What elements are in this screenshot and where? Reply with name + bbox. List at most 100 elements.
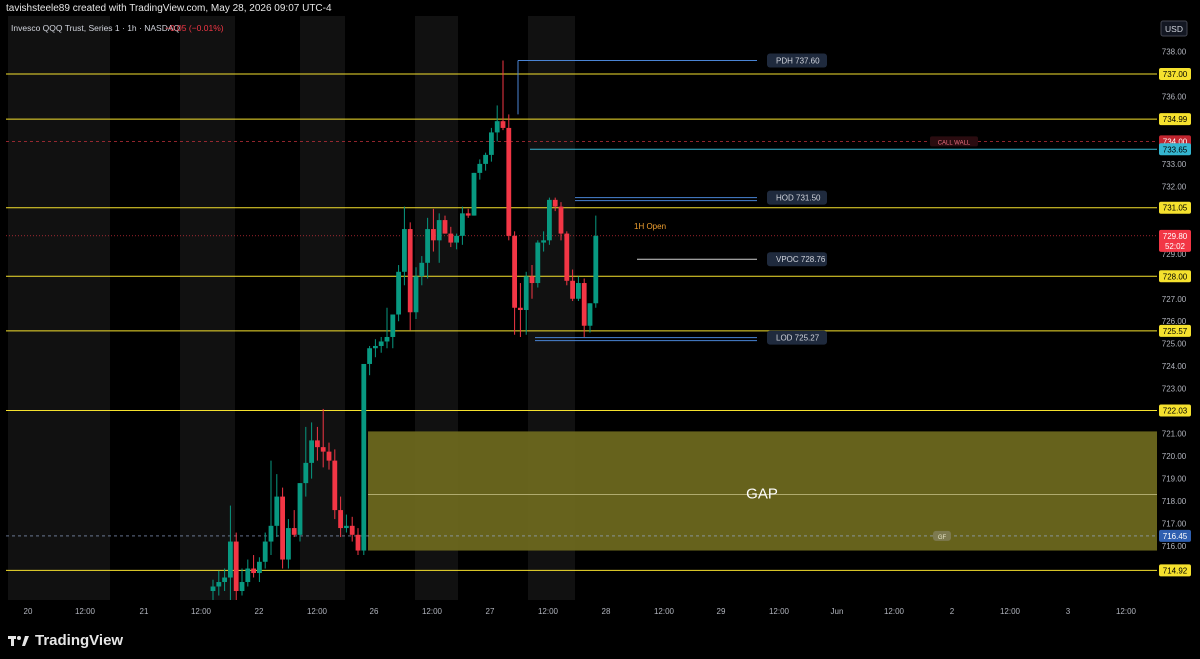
- time-tick-label: Jun: [831, 607, 844, 616]
- candle-body: [523, 276, 529, 311]
- price-tick-label: 736.00: [1162, 92, 1187, 101]
- price-chart[interactable]: GAP CALL WALL GF PDH 737.60 HOD 731.50 LOD …: [0, 16, 1200, 621]
- gf-tag: [933, 530, 951, 541]
- candle-body: [465, 213, 471, 216]
- annotations: PDH 737.60 HOD 731.50 LOD 725.27 VPOC 728.7…: [517, 53, 827, 345]
- price-tick-label: 721.00: [1162, 430, 1187, 439]
- candle-body: [460, 213, 465, 236]
- price-tick-label: 716.00: [1162, 542, 1187, 551]
- candle-body: [274, 496, 280, 526]
- price-tick-label: 718.00: [1162, 497, 1187, 506]
- candle-body: [367, 348, 372, 364]
- candle-body: [286, 528, 291, 560]
- level-axis-tag: [1159, 324, 1191, 337]
- candle-body: [506, 127, 512, 236]
- tradingview-logo[interactable]: TradingView: [8, 632, 123, 649]
- candle-body: [303, 462, 309, 484]
- level-axis-tag-text: 722.03: [1163, 406, 1188, 415]
- hod-tag: [767, 190, 827, 205]
- candle-body: [390, 314, 396, 337]
- time-tick-label: 21: [140, 607, 149, 616]
- candle-body: [373, 345, 378, 349]
- candle-body: [315, 440, 320, 448]
- session-band: [180, 16, 235, 600]
- level-axis-tag: [1159, 564, 1191, 577]
- candle-body: [518, 307, 523, 311]
- candle-body: [564, 233, 570, 281]
- candle-body: [552, 199, 558, 207]
- price-axis[interactable]: 725.00 726.00 727.00 729.00 732.00 733.00 736.…: [1157, 16, 1200, 600]
- price-tick-label: 726.00: [1162, 317, 1187, 326]
- candle-body: [344, 525, 349, 529]
- candle-body: [407, 229, 413, 313]
- candle-body: [581, 283, 587, 326]
- candle-body: [297, 483, 303, 535]
- candle-body: [396, 271, 401, 315]
- time-tick-label: 12:00: [538, 607, 559, 616]
- time-tick-label: 12:00: [1116, 607, 1137, 616]
- candle-body: [378, 341, 384, 346]
- candle-body: [535, 242, 541, 284]
- legend-change: −0.05 (−0.01%): [165, 23, 224, 33]
- candle-body: [431, 229, 436, 241]
- gap-zone: GAP: [368, 431, 1157, 551]
- time-tick-label: 12:00: [75, 607, 96, 616]
- time-tick-label: 27: [486, 607, 495, 616]
- gf-axis-tag-text: 716.45: [1163, 532, 1188, 541]
- price-tick-label: 738.00: [1162, 47, 1187, 56]
- call-wall-label: CALL WALL: [938, 140, 971, 146]
- candle-body: [384, 336, 390, 342]
- time-tick-label: 12:00: [191, 607, 212, 616]
- candle-body: [419, 262, 425, 277]
- pdh-tag: [767, 53, 827, 68]
- level-axis-tag-text: 734.99: [1163, 115, 1188, 124]
- current-price-axis-tag: [1159, 229, 1191, 252]
- candle-body: [425, 229, 430, 263]
- call-wall-axis-tag-text: 734.00: [1163, 137, 1188, 146]
- candle-body: [547, 199, 552, 241]
- candle-body: [210, 586, 216, 592]
- gap-rect: [368, 431, 1157, 551]
- level-axis-tag-text: 737.00: [1163, 70, 1188, 79]
- lod-label: LOD 725.27: [776, 334, 820, 343]
- cyan-axis-tag-text: 733.65: [1163, 145, 1188, 154]
- candle-body: [326, 451, 332, 461]
- candle-body: [245, 568, 251, 583]
- time-axis[interactable]: 20 12:00 21 12:00 22 12:00 26 12:00 27 12:00 28 12:…: [0, 600, 1157, 621]
- session-band: [300, 16, 345, 600]
- candle-body: [268, 525, 274, 542]
- gf-axis-tag: [1159, 529, 1191, 542]
- candle-body: [413, 276, 419, 313]
- time-tick-label: 2: [950, 607, 955, 616]
- candle-body: [576, 283, 581, 299]
- time-tick-label: 29: [717, 607, 726, 616]
- hod-label: HOD 731.50: [776, 194, 821, 203]
- price-tick-label: 723.00: [1162, 385, 1187, 394]
- candle-body: [291, 528, 297, 535]
- vpoc-label: VPOC 728.76: [776, 255, 826, 264]
- candle-body: [512, 235, 517, 308]
- candle-body: [436, 220, 442, 241]
- currency-button[interactable]: USD: [1160, 20, 1188, 37]
- candle-body: [448, 233, 454, 243]
- candle-body: [593, 235, 599, 304]
- time-tick-label: 20: [24, 607, 33, 616]
- time-tick-label: 28: [602, 607, 611, 616]
- time-tick-label: 12:00: [654, 607, 675, 616]
- candle-body: [454, 235, 459, 243]
- author-credit: tavishsteele89 created with TradingView.…: [6, 3, 332, 14]
- lod-tag: [767, 330, 827, 345]
- candle-body: [471, 172, 477, 216]
- candle-body: [541, 240, 546, 243]
- candle-body: [570, 280, 575, 299]
- time-axis-bg: [0, 600, 1157, 621]
- hour-open-label: 1H Open: [634, 222, 666, 231]
- level-axis-tag: [1159, 113, 1191, 126]
- candle-body: [494, 121, 500, 133]
- price-axis-bg: [1157, 16, 1200, 600]
- tradingview-logo-text: TradingView: [35, 632, 124, 649]
- countdown-axis-text: 52:02: [1165, 242, 1186, 251]
- call-wall-tag: [930, 136, 978, 147]
- currency-label: USD: [1165, 24, 1183, 34]
- candle-body: [239, 582, 245, 592]
